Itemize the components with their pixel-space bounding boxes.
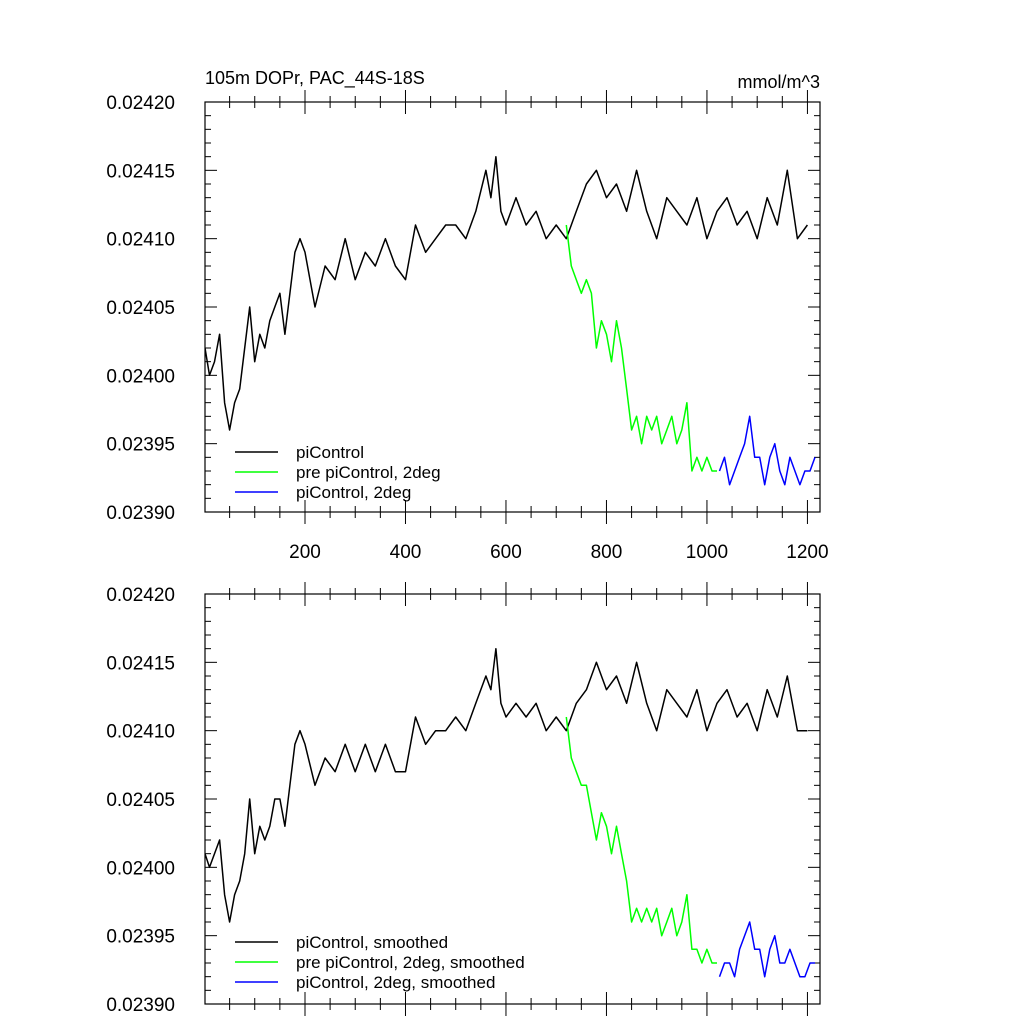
- y-tick-label: 0.02410: [106, 722, 175, 743]
- y-tick-label: 0.02395: [106, 927, 175, 948]
- legend-label: piControl, smoothed: [296, 933, 448, 952]
- y-tick-label: 0.02400: [106, 858, 175, 879]
- y-tick-label: 0.02390: [106, 995, 175, 1016]
- series-line-2: [565, 224, 717, 472]
- series-line-2: [565, 716, 717, 964]
- series-line-3: [718, 415, 816, 486]
- series-line-1: [205, 155, 809, 431]
- y-tick-label: 0.02420: [106, 585, 175, 606]
- x-tick-label: 600: [490, 542, 522, 563]
- x-tick-label: 1200: [786, 542, 828, 563]
- x-tick-label: 800: [591, 542, 623, 563]
- top-panel: 0.02390 0.02395 0.02400 0.02405 0.02410 0.024…: [106, 90, 829, 563]
- y-tick-label: 0.02420: [106, 93, 175, 114]
- series-line-1: [205, 647, 808, 923]
- y-tick-label: 0.02405: [106, 298, 175, 319]
- x-tick-label: 400: [390, 542, 422, 563]
- y-tick-label: 0.02415: [106, 161, 175, 182]
- chart-title: 105m DOPr, PAC_44S-18S: [205, 68, 425, 89]
- y-tick-label: 0.02415: [106, 653, 175, 674]
- y-tick-label: 0.02395: [106, 435, 175, 456]
- legend-label: pre piControl, 2deg, smoothed: [296, 953, 525, 972]
- bottom-panel: 0.02390 0.02395 0.02400 0.02405 0.02410 0.024…: [106, 582, 821, 1016]
- y-tick-label: 0.02400: [106, 366, 175, 387]
- y-tick-label: 0.02405: [106, 790, 175, 811]
- x-tick-label: 200: [289, 542, 321, 563]
- x-tick-label: 1000: [686, 542, 728, 563]
- y-tick-label: 0.02410: [106, 230, 175, 251]
- legend-label: pre piControl, 2deg: [296, 463, 441, 482]
- legend-label: piControl, 2deg, smoothed: [296, 973, 495, 992]
- legend-label: piControl, 2deg: [296, 483, 411, 502]
- legend-label: piControl: [296, 443, 364, 462]
- series-line-3: [718, 921, 815, 978]
- y-tick-label: 0.02390: [106, 503, 175, 524]
- chart-units: mmol/m^3: [738, 72, 820, 92]
